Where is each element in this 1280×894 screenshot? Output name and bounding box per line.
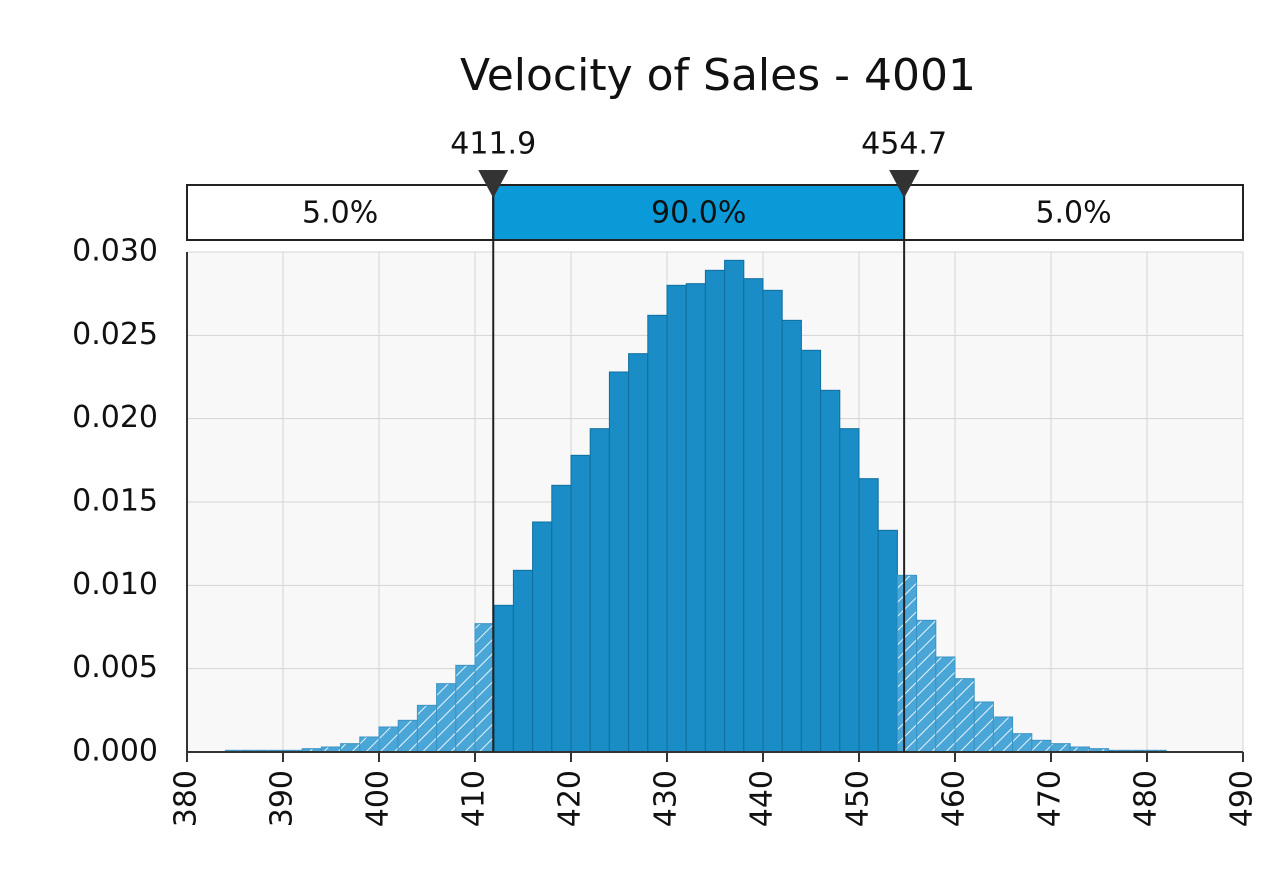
- bar: [858, 478, 879, 753]
- bar: [781, 319, 802, 753]
- x-tick-label: 380: [169, 770, 204, 827]
- bar: [954, 678, 975, 753]
- bar: [378, 726, 399, 753]
- x-tick-label: 390: [265, 770, 300, 827]
- bar: [916, 619, 937, 753]
- bar: [340, 743, 361, 753]
- bar: [762, 289, 783, 753]
- marker-label: 411.9: [450, 127, 536, 162]
- y-tick-label: 0.015: [72, 484, 158, 519]
- bar: [628, 353, 649, 753]
- region-box: [186, 184, 495, 241]
- bar: [493, 604, 514, 753]
- marker-label: 454.7: [861, 127, 947, 162]
- y-tick-label: 0.020: [72, 400, 158, 435]
- bar: [589, 428, 610, 753]
- bar: [474, 623, 495, 753]
- bar: [935, 656, 956, 753]
- x-tick-label: 470: [1033, 770, 1068, 827]
- region-label: 90.0%: [651, 196, 746, 231]
- bar: [436, 683, 457, 753]
- y-tick-label: 0.000: [72, 734, 158, 769]
- bar: [973, 701, 994, 753]
- x-tick-label: 420: [553, 770, 588, 827]
- x-tick-label: 430: [649, 770, 684, 827]
- bar: [724, 259, 745, 753]
- y-tick-label: 0.010: [72, 567, 158, 602]
- bar: [1050, 743, 1071, 753]
- bar: [397, 719, 418, 753]
- bar: [416, 704, 438, 753]
- x-tick-label: 480: [1129, 770, 1164, 827]
- bar: [743, 278, 764, 753]
- chart-title: Velocity of Sales - 4001: [460, 50, 976, 101]
- region-label: 5.0%: [1035, 196, 1111, 231]
- bar: [551, 484, 572, 753]
- bar: [608, 371, 630, 753]
- bar: [455, 664, 476, 753]
- bar: [647, 314, 668, 753]
- bar: [532, 521, 553, 753]
- bar: [896, 574, 918, 753]
- bar: [666, 284, 687, 753]
- x-tick-label: 440: [745, 770, 780, 827]
- y-tick-label: 0.030: [72, 234, 158, 269]
- bar: [570, 454, 591, 753]
- bar: [1012, 733, 1033, 753]
- x-tick-label: 460: [937, 770, 972, 827]
- y-tick-label: 0.025: [72, 317, 158, 352]
- bar: [800, 349, 822, 753]
- x-tick-label: 450: [841, 770, 876, 827]
- bar: [512, 569, 534, 753]
- bar: [704, 269, 726, 753]
- marker-triangle: [889, 170, 920, 198]
- bar: [820, 389, 841, 753]
- bar: [359, 736, 380, 753]
- bar: [685, 283, 706, 753]
- region-label: 5.0%: [302, 196, 378, 231]
- bar: [839, 428, 860, 753]
- marker-triangle: [478, 170, 509, 198]
- bar: [877, 529, 898, 753]
- x-tick-label: 400: [361, 770, 396, 827]
- bar: [1031, 739, 1052, 753]
- x-tick-label: 490: [1225, 770, 1260, 827]
- y-tick-label: 0.005: [72, 650, 158, 685]
- region-box: [492, 184, 906, 241]
- region-box: [903, 184, 1244, 241]
- bar: [992, 716, 1014, 753]
- x-tick-label: 410: [457, 770, 492, 827]
